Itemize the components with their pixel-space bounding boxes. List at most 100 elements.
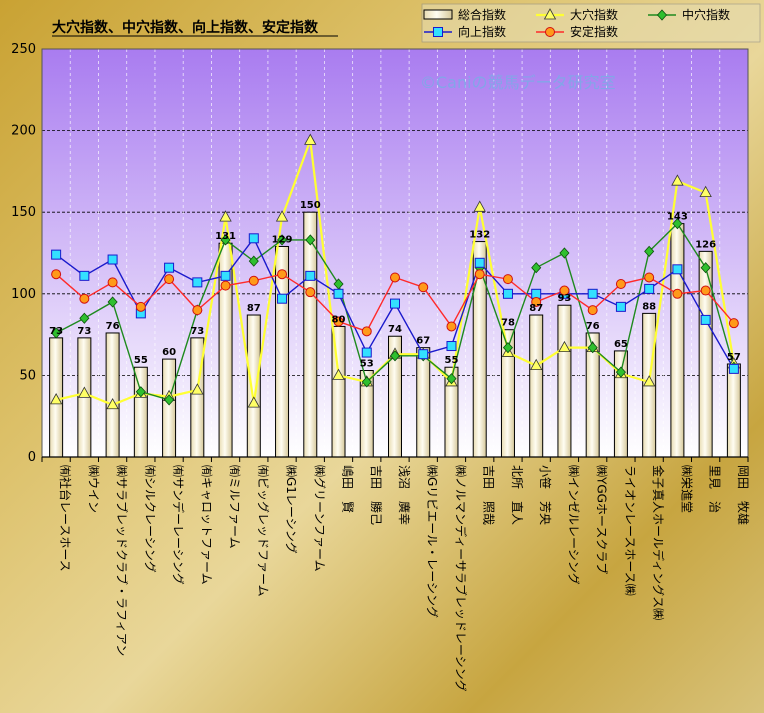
bar-data-label: 150 [300, 200, 321, 211]
point-向上指数 [333, 288, 344, 299]
point-安定指数 [531, 296, 542, 307]
bar-data-label: 73 [190, 326, 204, 337]
point-安定指数 [277, 269, 288, 280]
category-label: 小笹 芳央 [538, 465, 552, 525]
markers-layer [49, 133, 741, 410]
point-向上指数 [390, 298, 400, 309]
y-tick-label: 200 [11, 124, 36, 139]
point-安定指数 [644, 272, 655, 283]
bar-data-label: 143 [667, 212, 688, 223]
point-大穴指数 [558, 340, 571, 353]
point-中穴指数 [446, 373, 457, 385]
bar-data-label: 80 [332, 314, 346, 325]
bar-data-label: 73 [49, 326, 63, 337]
point-向上指数 [474, 257, 485, 268]
point-安定指数 [474, 269, 485, 280]
category-label: ㈲シルクレーシング [143, 465, 157, 573]
point-向上指数 [418, 349, 429, 360]
legend-marker [656, 9, 668, 21]
legend-label: 安定指数 [570, 24, 618, 39]
point-大穴指数 [78, 386, 91, 398]
point-安定指数 [51, 269, 62, 280]
bar-総合指数 [416, 347, 431, 458]
legend-label: 向上指数 [458, 24, 506, 39]
point-中穴指数 [164, 394, 175, 406]
point-安定指数 [390, 272, 400, 283]
category-label: ㈱YGGホースクラブ [595, 465, 610, 574]
point-向上指数 [220, 270, 231, 281]
y-tick-label: 50 [19, 368, 36, 383]
bar-総合指数 [670, 223, 685, 458]
point-大穴指数 [530, 358, 543, 371]
point-中穴指数 [107, 296, 118, 308]
category-label: ㈱インゼルレーシング [566, 465, 580, 585]
point-向上指数 [51, 249, 62, 260]
grid-layer [42, 48, 748, 457]
point-中穴指数 [361, 376, 372, 388]
point-安定指数 [615, 279, 626, 290]
category-label: ㈱G1レーシング [284, 465, 298, 554]
category-label: ㈱Gリビエール・レーシング [425, 465, 439, 618]
point-中穴指数 [248, 255, 259, 267]
point-大穴指数 [473, 200, 486, 212]
point-安定指数 [502, 274, 513, 285]
point-向上指数 [644, 283, 655, 294]
point-安定指数 [164, 274, 175, 285]
chart-title: 大穴指数、中穴指数、向上指数、安定指数 [52, 19, 319, 36]
point-安定指数 [248, 275, 259, 286]
category-label: 里見 治 [708, 465, 722, 513]
point-安定指数 [361, 326, 372, 337]
point-大穴指数 [304, 133, 317, 145]
point-中穴指数 [587, 342, 598, 354]
legend-marker [433, 27, 443, 37]
point-中穴指数 [531, 262, 542, 274]
point-中穴指数 [220, 234, 231, 246]
point-安定指数 [79, 293, 90, 304]
category-label: ㈱サラブレッドクラブ・ラフィアン [115, 465, 130, 656]
y-tick-label: 150 [11, 205, 36, 220]
bar-data-label: 87 [247, 303, 261, 314]
point-大穴指数 [699, 185, 712, 198]
point-向上指数 [79, 270, 90, 281]
point-大穴指数 [49, 393, 63, 405]
bar-data-label: 73 [77, 326, 91, 337]
point-安定指数 [192, 305, 203, 316]
bar-data-label: 126 [695, 239, 716, 250]
bar-総合指数 [246, 314, 261, 458]
point-大穴指数 [642, 375, 656, 387]
point-大穴指数 [219, 210, 232, 222]
point-向上指数 [531, 288, 542, 299]
bar-data-label: 76 [586, 321, 600, 332]
legend-label: 大穴指数 [570, 7, 618, 22]
point-安定指数 [446, 321, 457, 332]
bar-総合指数 [105, 332, 120, 458]
point-向上指数 [192, 277, 203, 288]
category-label: ㈱栄進堂 [679, 465, 693, 513]
legend-box [421, 3, 761, 43]
bar-data-label: 55 [134, 355, 148, 366]
point-向上指数 [502, 288, 513, 299]
point-向上指数 [615, 301, 626, 312]
category-label: ㈱ウイン [86, 465, 100, 513]
bar-data-label: 93 [557, 293, 571, 304]
point-安定指数 [305, 287, 316, 298]
category-label: 金子真人ホールディングス㈱ [651, 465, 666, 620]
point-大穴指数 [332, 368, 345, 380]
y-tick-label: 0 [28, 450, 36, 465]
bar-data-label: 57 [727, 352, 741, 363]
bar-総合指数 [162, 358, 177, 458]
point-中穴指数 [672, 218, 683, 230]
point-向上指数 [361, 347, 372, 358]
point-向上指数 [305, 270, 316, 281]
bar-総合指数 [133, 366, 148, 458]
category-label: ㈲キャロットファーム [199, 465, 213, 585]
category-label: ㈱グリーンファーム [312, 465, 326, 572]
bar-総合指数 [303, 211, 318, 458]
legend-marker [543, 8, 557, 20]
bar-data-label: 55 [445, 355, 459, 366]
category-label: ライオンレースホース㈱ [623, 465, 637, 596]
bar-data-label: 76 [106, 321, 120, 332]
point-向上指数 [107, 254, 118, 265]
point-向上指数 [587, 288, 598, 299]
legend-marker [545, 27, 555, 37]
